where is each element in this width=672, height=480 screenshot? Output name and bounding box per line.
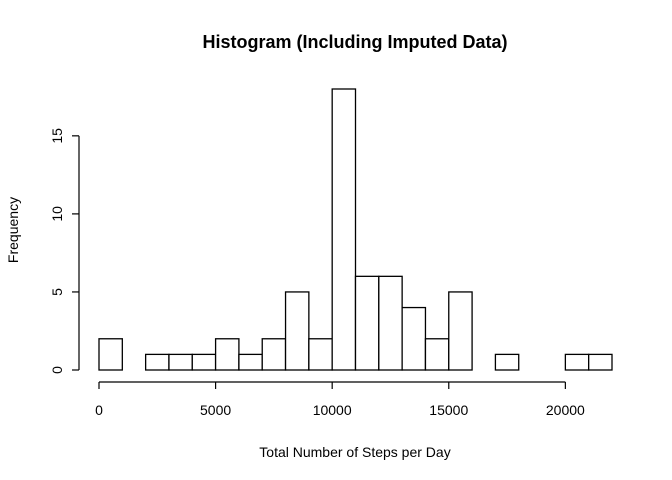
histogram-bar xyxy=(448,291,473,371)
x-axis: 0 5000 10000 15000 20000 xyxy=(95,381,585,418)
histogram-bar xyxy=(191,353,217,371)
histogram-bar xyxy=(331,88,357,371)
histogram-bar xyxy=(214,338,240,371)
y-tick-label: 5 xyxy=(49,288,65,296)
histogram-bar xyxy=(401,306,427,371)
histogram-bar xyxy=(284,291,310,371)
histogram-bar xyxy=(564,353,590,371)
y-axis-label: Frequency xyxy=(5,197,21,263)
histogram-bar xyxy=(588,353,613,371)
y-axis: 0 5 10 15 xyxy=(49,128,80,374)
histogram-bar xyxy=(308,338,333,371)
x-tick-label: 10000 xyxy=(313,402,352,418)
histogram-bar xyxy=(424,338,450,371)
x-axis-label: Total Number of Steps per Day xyxy=(259,444,450,460)
histogram-bar xyxy=(494,353,520,371)
x-tick-label: 20000 xyxy=(546,402,585,418)
histogram-bar xyxy=(98,338,123,371)
chart-title: Histogram (Including Imputed Data) xyxy=(202,32,507,52)
histogram-bar xyxy=(261,338,287,371)
y-tick-label: 0 xyxy=(49,366,65,374)
x-tick-label: 15000 xyxy=(429,402,468,418)
histogram-bar xyxy=(354,275,380,371)
histogram-bar xyxy=(238,353,263,371)
histogram-bar xyxy=(378,275,403,371)
bars-group xyxy=(98,88,613,371)
y-tick-label: 15 xyxy=(49,128,65,144)
histogram-bar xyxy=(144,353,170,371)
x-tick-label: 0 xyxy=(95,402,103,418)
y-tick-label: 10 xyxy=(49,206,65,222)
x-tick-label: 5000 xyxy=(200,402,231,418)
histogram-bar xyxy=(168,353,193,371)
